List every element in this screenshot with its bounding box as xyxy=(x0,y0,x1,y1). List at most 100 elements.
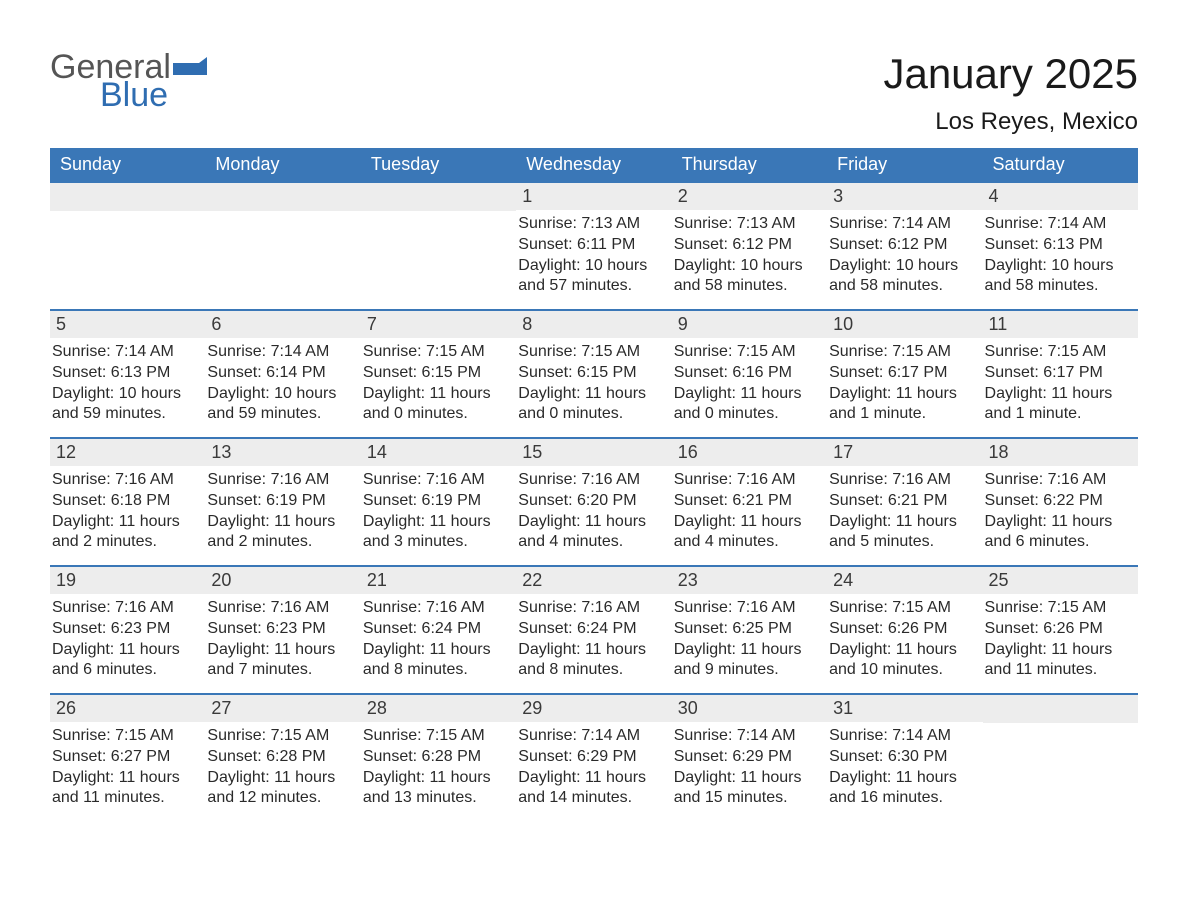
calendar-day-cell: 5Sunrise: 7:14 AMSunset: 6:13 PMDaylight… xyxy=(50,309,205,437)
sunset-line: Sunset: 6:26 PM xyxy=(829,619,980,640)
calendar-day-cell: 17Sunrise: 7:16 AMSunset: 6:21 PMDayligh… xyxy=(827,437,982,565)
sunset-line: Sunset: 6:17 PM xyxy=(829,363,980,384)
calendar-day-cell: 9Sunrise: 7:15 AMSunset: 6:16 PMDaylight… xyxy=(672,309,827,437)
day-number: 17 xyxy=(827,437,982,466)
location-text: Los Reyes, Mexico xyxy=(883,108,1138,136)
day-number: 14 xyxy=(361,437,516,466)
calendar-day-cell: 13Sunrise: 7:16 AMSunset: 6:19 PMDayligh… xyxy=(205,437,360,565)
day-details: Sunrise: 7:15 AMSunset: 6:26 PMDaylight:… xyxy=(827,594,982,687)
daylight-line: Daylight: 10 hours and 59 minutes. xyxy=(52,384,203,426)
sunrise-line: Sunrise: 7:16 AM xyxy=(985,470,1136,491)
day-number: 30 xyxy=(672,693,827,722)
sunrise-line: Sunrise: 7:14 AM xyxy=(674,726,825,747)
sunrise-line: Sunrise: 7:15 AM xyxy=(985,598,1136,619)
sunrise-line: Sunrise: 7:15 AM xyxy=(674,342,825,363)
day-details: Sunrise: 7:14 AMSunset: 6:29 PMDaylight:… xyxy=(516,722,671,815)
sunset-line: Sunset: 6:22 PM xyxy=(985,491,1136,512)
day-details: Sunrise: 7:14 AMSunset: 6:30 PMDaylight:… xyxy=(827,722,982,815)
sunrise-line: Sunrise: 7:16 AM xyxy=(52,470,203,491)
daylight-line: Daylight: 11 hours and 0 minutes. xyxy=(518,384,669,426)
day-number: 28 xyxy=(361,693,516,722)
sunset-line: Sunset: 6:21 PM xyxy=(674,491,825,512)
day-details: Sunrise: 7:15 AMSunset: 6:26 PMDaylight:… xyxy=(983,594,1138,687)
weekday-header: Sunday xyxy=(50,148,205,181)
calendar-head: SundayMondayTuesdayWednesdayThursdayFrid… xyxy=(50,148,1138,181)
daylight-line: Daylight: 11 hours and 1 minute. xyxy=(985,384,1136,426)
page: General Blue January 2025 Los Reyes, Mex… xyxy=(0,0,1188,861)
sunrise-line: Sunrise: 7:16 AM xyxy=(829,470,980,491)
calendar-week-row: 1Sunrise: 7:13 AMSunset: 6:11 PMDaylight… xyxy=(50,181,1138,309)
page-title: January 2025 xyxy=(883,50,1138,98)
calendar-day-cell: 1Sunrise: 7:13 AMSunset: 6:11 PMDaylight… xyxy=(516,181,671,309)
day-number: 16 xyxy=(672,437,827,466)
sunset-line: Sunset: 6:19 PM xyxy=(363,491,514,512)
sunset-line: Sunset: 6:15 PM xyxy=(363,363,514,384)
day-details: Sunrise: 7:16 AMSunset: 6:22 PMDaylight:… xyxy=(983,466,1138,559)
calendar-day-cell: 18Sunrise: 7:16 AMSunset: 6:22 PMDayligh… xyxy=(983,437,1138,565)
daylight-line: Daylight: 11 hours and 12 minutes. xyxy=(207,768,358,810)
day-number: 12 xyxy=(50,437,205,466)
sunset-line: Sunset: 6:24 PM xyxy=(363,619,514,640)
sunset-line: Sunset: 6:18 PM xyxy=(52,491,203,512)
calendar-week-row: 12Sunrise: 7:16 AMSunset: 6:18 PMDayligh… xyxy=(50,437,1138,565)
day-details: Sunrise: 7:16 AMSunset: 6:24 PMDaylight:… xyxy=(516,594,671,687)
daylight-line: Daylight: 11 hours and 13 minutes. xyxy=(363,768,514,810)
weekday-header: Tuesday xyxy=(361,148,516,181)
day-details: Sunrise: 7:16 AMSunset: 6:20 PMDaylight:… xyxy=(516,466,671,559)
weekday-header: Saturday xyxy=(983,148,1138,181)
daylight-line: Daylight: 11 hours and 5 minutes. xyxy=(829,512,980,554)
day-details: Sunrise: 7:14 AMSunset: 6:12 PMDaylight:… xyxy=(827,210,982,303)
sunrise-line: Sunrise: 7:15 AM xyxy=(363,726,514,747)
sunrise-line: Sunrise: 7:15 AM xyxy=(518,342,669,363)
day-details: Sunrise: 7:15 AMSunset: 6:28 PMDaylight:… xyxy=(361,722,516,815)
sunset-line: Sunset: 6:28 PM xyxy=(207,747,358,768)
calendar-empty-cell xyxy=(983,693,1138,821)
calendar-day-cell: 29Sunrise: 7:14 AMSunset: 6:29 PMDayligh… xyxy=(516,693,671,821)
sunrise-line: Sunrise: 7:14 AM xyxy=(829,214,980,235)
calendar-day-cell: 3Sunrise: 7:14 AMSunset: 6:12 PMDaylight… xyxy=(827,181,982,309)
daylight-line: Daylight: 11 hours and 7 minutes. xyxy=(207,640,358,682)
daylight-line: Daylight: 11 hours and 14 minutes. xyxy=(518,768,669,810)
sunset-line: Sunset: 6:28 PM xyxy=(363,747,514,768)
sunrise-line: Sunrise: 7:15 AM xyxy=(829,342,980,363)
sunset-line: Sunset: 6:17 PM xyxy=(985,363,1136,384)
day-details: Sunrise: 7:16 AMSunset: 6:24 PMDaylight:… xyxy=(361,594,516,687)
weekday-header: Monday xyxy=(205,148,360,181)
logo-flag-icon xyxy=(173,57,213,87)
daylight-line: Daylight: 11 hours and 0 minutes. xyxy=(363,384,514,426)
day-number: 5 xyxy=(50,309,205,338)
day-details: Sunrise: 7:15 AMSunset: 6:28 PMDaylight:… xyxy=(205,722,360,815)
calendar-day-cell: 2Sunrise: 7:13 AMSunset: 6:12 PMDaylight… xyxy=(672,181,827,309)
day-details: Sunrise: 7:15 AMSunset: 6:27 PMDaylight:… xyxy=(50,722,205,815)
calendar-day-cell: 28Sunrise: 7:15 AMSunset: 6:28 PMDayligh… xyxy=(361,693,516,821)
day-number: 7 xyxy=(361,309,516,338)
day-details: Sunrise: 7:16 AMSunset: 6:23 PMDaylight:… xyxy=(205,594,360,687)
day-number: 21 xyxy=(361,565,516,594)
day-number: 18 xyxy=(983,437,1138,466)
sunrise-line: Sunrise: 7:15 AM xyxy=(363,342,514,363)
sunset-line: Sunset: 6:24 PM xyxy=(518,619,669,640)
daylight-line: Daylight: 11 hours and 4 minutes. xyxy=(518,512,669,554)
day-details: Sunrise: 7:13 AMSunset: 6:11 PMDaylight:… xyxy=(516,210,671,303)
sunrise-line: Sunrise: 7:16 AM xyxy=(52,598,203,619)
day-number: 22 xyxy=(516,565,671,594)
sunrise-line: Sunrise: 7:16 AM xyxy=(518,598,669,619)
sunset-line: Sunset: 6:12 PM xyxy=(674,235,825,256)
day-number: 6 xyxy=(205,309,360,338)
day-details: Sunrise: 7:16 AMSunset: 6:18 PMDaylight:… xyxy=(50,466,205,559)
day-number-bar-empty xyxy=(983,693,1138,723)
day-number: 2 xyxy=(672,181,827,210)
daylight-line: Daylight: 10 hours and 58 minutes. xyxy=(985,256,1136,298)
daylight-line: Daylight: 11 hours and 2 minutes. xyxy=(52,512,203,554)
calendar-empty-cell xyxy=(361,181,516,309)
daylight-line: Daylight: 11 hours and 16 minutes. xyxy=(829,768,980,810)
day-details: Sunrise: 7:14 AMSunset: 6:13 PMDaylight:… xyxy=(983,210,1138,303)
day-details: Sunrise: 7:16 AMSunset: 6:19 PMDaylight:… xyxy=(205,466,360,559)
day-number: 11 xyxy=(983,309,1138,338)
day-number: 19 xyxy=(50,565,205,594)
sunset-line: Sunset: 6:12 PM xyxy=(829,235,980,256)
sunrise-line: Sunrise: 7:16 AM xyxy=(674,470,825,491)
day-details: Sunrise: 7:14 AMSunset: 6:29 PMDaylight:… xyxy=(672,722,827,815)
daylight-line: Daylight: 11 hours and 8 minutes. xyxy=(518,640,669,682)
sunrise-line: Sunrise: 7:14 AM xyxy=(52,342,203,363)
